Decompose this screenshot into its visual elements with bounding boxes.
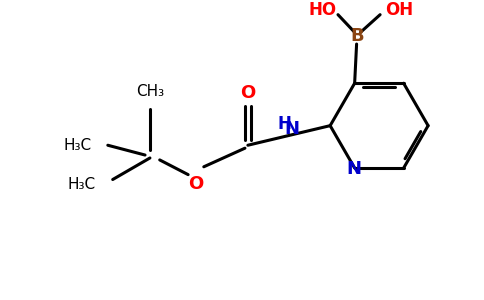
Text: N: N — [285, 120, 300, 138]
Text: OH: OH — [385, 1, 413, 19]
Text: O: O — [240, 84, 256, 102]
Text: H₃C: H₃C — [63, 138, 91, 153]
Text: CH₃: CH₃ — [136, 84, 164, 99]
Text: HO: HO — [308, 1, 336, 19]
Text: H₃C: H₃C — [68, 177, 96, 192]
Text: O: O — [188, 176, 204, 194]
Text: H: H — [277, 115, 291, 133]
Text: B: B — [351, 27, 364, 45]
Text: N: N — [346, 160, 361, 178]
